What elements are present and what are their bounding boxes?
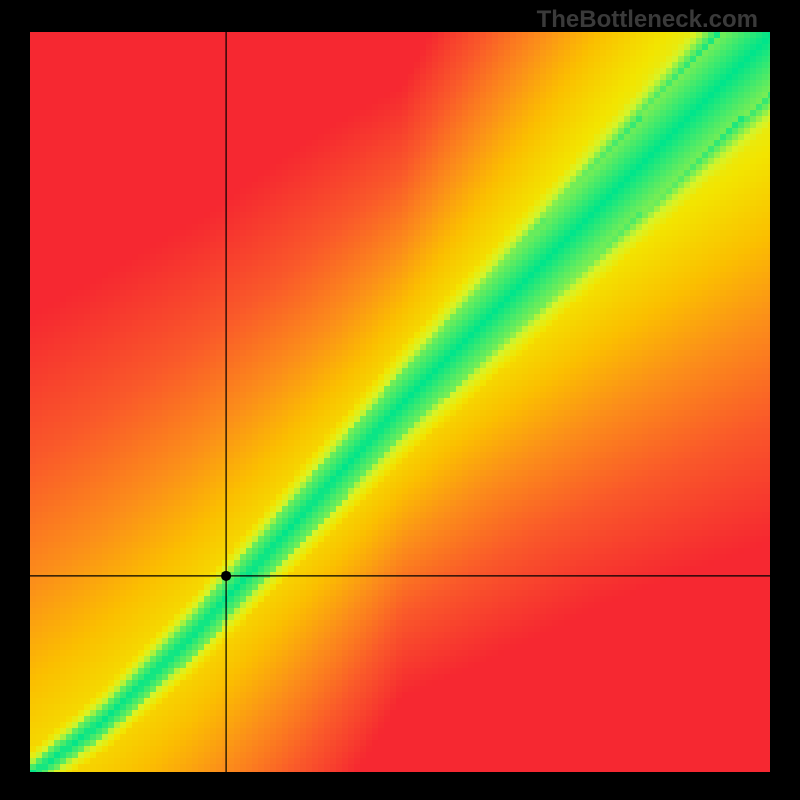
bottleneck-heatmap bbox=[0, 0, 800, 800]
watermark-text: TheBottleneck.com bbox=[537, 6, 758, 34]
chart-container: { "watermark": { "text": "TheBottleneck.… bbox=[0, 0, 800, 800]
